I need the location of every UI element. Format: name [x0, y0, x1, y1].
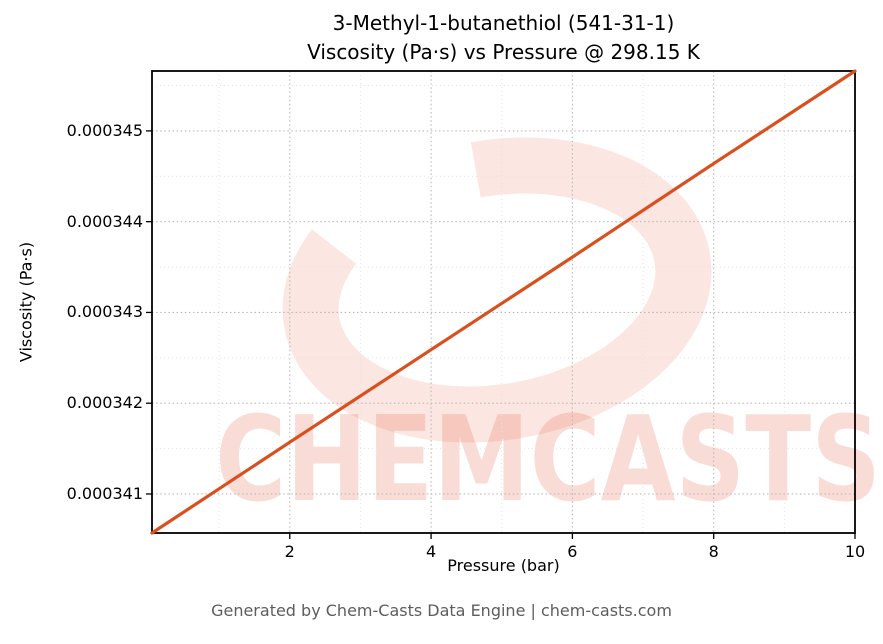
x-tick-label: 4 [425, 542, 437, 561]
x-axis-label: Pressure (bar) [447, 556, 560, 575]
y-tick-label: 0.000345 [66, 120, 143, 140]
x-tick-label: 2 [284, 542, 295, 561]
x-tick-label: 10 [844, 542, 866, 561]
series-line-viscosity-vs-pressure [150, 69, 857, 535]
chemcasts-watermark-ring [282, 137, 712, 443]
x-tick-label: 6 [567, 542, 578, 561]
plot-border [151, 70, 856, 534]
footer-credit: Generated by Chem-Casts Data Engine | ch… [211, 601, 672, 620]
x-tick-label: 8 [708, 542, 719, 561]
chart-title-line1: 3-Methyl-1-butanethiol (541-31-1) [332, 11, 675, 35]
y-tick-label: 0.000344 [66, 211, 143, 231]
y-tick-label: 0.000343 [66, 302, 143, 322]
chart-title-line2: Viscosity (Pa·s) vs Pressure @ 298.15 K [307, 40, 700, 64]
chart-title: 3-Methyl-1-butanethiol (541-31-1) Viscos… [152, 9, 855, 67]
y-tick-label: 0.000342 [66, 393, 143, 413]
y-tick-label: 0.000341 [66, 483, 143, 503]
y-axis-label: Viscosity (Pa·s) [16, 241, 36, 363]
